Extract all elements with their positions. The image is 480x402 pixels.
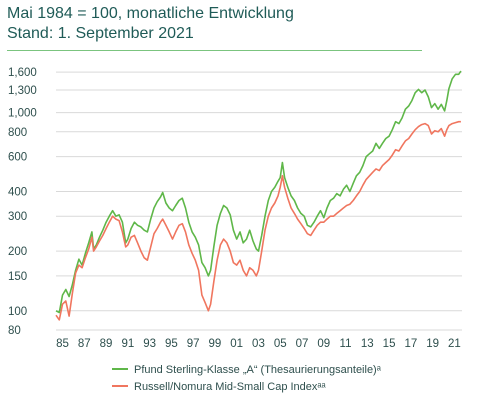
legend-label: Pfund Sterling-Klasse „A“ (Thesaurierung… bbox=[134, 364, 382, 376]
y-tick-label: 600 bbox=[8, 152, 27, 164]
y-tick-label: 1,300 bbox=[8, 85, 37, 97]
legend: Pfund Sterling-Klasse „A“ (Thesaurierung… bbox=[112, 364, 382, 393]
y-tick-label: 1,000 bbox=[8, 108, 37, 120]
x-tick-label: 99 bbox=[209, 338, 222, 350]
y-tick-label: 1,600 bbox=[8, 67, 37, 79]
grid-lines bbox=[56, 71, 462, 331]
x-tick-label: 17 bbox=[404, 338, 417, 350]
x-tick-label: 95 bbox=[165, 338, 178, 350]
x-tick-label: 93 bbox=[143, 338, 156, 350]
x-tick-label: 13 bbox=[361, 338, 374, 350]
x-tick-label: 05 bbox=[274, 338, 287, 350]
x-tick-label: 87 bbox=[78, 338, 91, 350]
y-tick-label: 800 bbox=[8, 127, 27, 139]
y-axis-ticks: 80 100 150 200 300 400 600 800 1,000 1,300 1,600 bbox=[8, 67, 37, 337]
y-tick-label: 150 bbox=[8, 271, 27, 283]
x-tick-label: 97 bbox=[187, 338, 200, 350]
chart-subtitle: Stand: 1. September 2021 bbox=[7, 25, 194, 42]
x-tick-label: 07 bbox=[296, 338, 309, 350]
x-tick-label: 15 bbox=[383, 338, 396, 350]
y-tick-label: 300 bbox=[8, 211, 27, 223]
x-tick-label: 85 bbox=[56, 338, 69, 350]
chart-title: Mai 1984 = 100, monatliche Entwicklung bbox=[7, 5, 294, 22]
x-axis-ticks: 85 87 89 91 93 95 97 99 01 03 05 07 09 11 13 15 17 19 21 bbox=[56, 338, 461, 350]
x-tick-label: 21 bbox=[448, 338, 461, 350]
x-tick-label: 11 bbox=[340, 338, 352, 350]
y-tick-label: 80 bbox=[8, 325, 21, 337]
y-tick-label: 400 bbox=[8, 186, 27, 198]
y-tick-label: 200 bbox=[8, 246, 27, 258]
series-line-index bbox=[55, 120, 461, 321]
x-tick-label: 91 bbox=[121, 338, 134, 350]
x-tick-label: 01 bbox=[230, 338, 243, 350]
y-tick-label: 100 bbox=[8, 306, 27, 318]
x-tick-label: 03 bbox=[252, 338, 265, 350]
series-lines bbox=[55, 70, 462, 321]
title-divider bbox=[7, 50, 422, 51]
legend-label: Russell/Nomura Mid-Small Cap Indexᵃᵃ bbox=[134, 381, 326, 393]
x-tick-label: 19 bbox=[426, 338, 439, 350]
x-tick-label: 09 bbox=[317, 338, 330, 350]
series-line-fund bbox=[55, 70, 462, 314]
x-tick-label: 89 bbox=[100, 338, 113, 350]
chart-header: Mai 1984 = 100, monatliche Entwicklung S… bbox=[7, 4, 294, 44]
